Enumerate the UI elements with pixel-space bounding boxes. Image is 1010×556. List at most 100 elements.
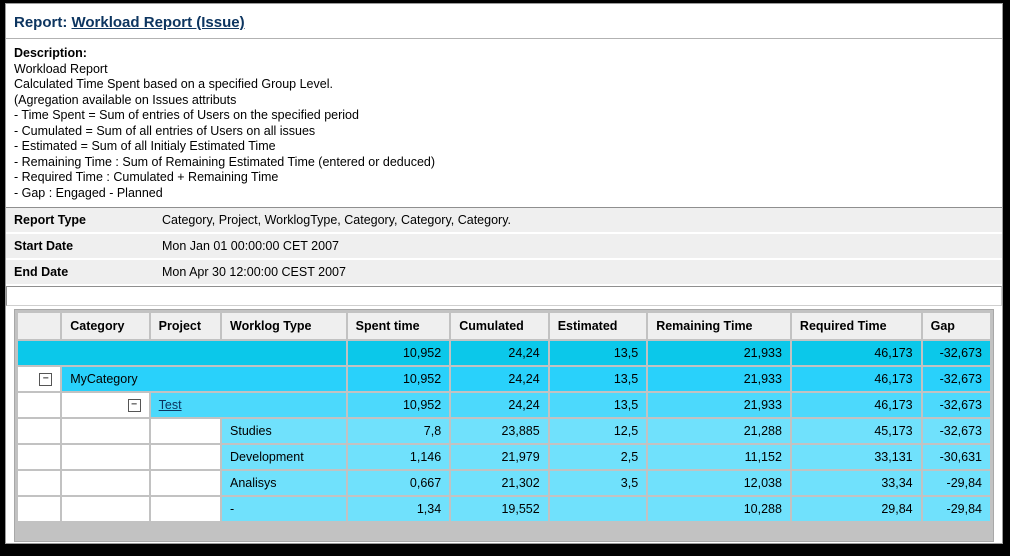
cell-cumulated: 21,979 (451, 445, 548, 469)
report-table-container: Category Project Worklog Type Spent time Cum… (14, 309, 994, 542)
meta-value: Mon Apr 30 12:00:00 CEST 2007 (162, 265, 346, 279)
cell-remaining-time: 11,152 (648, 445, 790, 469)
group-label-cell: Studies (222, 419, 346, 443)
cell-spent-time: 10,952 (347, 367, 450, 391)
table-row: Development 1,146 21,979 2,5 11,152 33,131 -30… (18, 445, 990, 469)
column-header-cumulated: Cumulated (451, 313, 548, 339)
description-line: - Cumulated = Sum of all entries of User… (14, 123, 316, 138)
tree-indent-cell (62, 497, 149, 521)
cell-gap: -32,673 (922, 419, 990, 443)
cell-remaining-time: 21,933 (648, 341, 790, 365)
tree-indent-cell (18, 497, 61, 521)
tree-indent-toggle-cell: − (18, 367, 61, 391)
column-header-worklog-type: Worklog Type (222, 313, 346, 339)
column-header-gap: Gap (922, 313, 990, 339)
meta-value: Mon Jan 01 00:00:00 CET 2007 (162, 239, 339, 253)
cell-estimated: 2,5 (549, 445, 647, 469)
description-heading: Description: (14, 46, 87, 60)
cell-cumulated: 23,885 (451, 419, 548, 443)
description-line: - Required Time : Cumulated + Remaining … (14, 170, 279, 184)
table-header-row: Category Project Worklog Type Spent time Cum… (18, 313, 990, 339)
group-label-cell: MyCategory (62, 367, 346, 391)
table-row: Analisys 0,667 21,302 3,5 12,038 33,34 -29,84 (18, 471, 990, 495)
cell-remaining-time: 21,288 (648, 419, 790, 443)
collapse-toggle-icon[interactable]: − (127, 399, 141, 413)
tree-indent-cell (62, 471, 149, 495)
description-line: - Remaining Time : Sum of Remaining Esti… (14, 154, 436, 169)
cell-required-time: 33,131 (791, 445, 921, 469)
cell-remaining-time: 21,933 (648, 393, 790, 417)
table-row: -1,34 19,552 10,288 29,84 -29,84 (18, 497, 990, 521)
column-header-remaining-time: Remaining Time (648, 313, 790, 339)
table-row: Studies 7,8 23,885 12,5 21,288 45,173 -32,673 (18, 419, 990, 443)
project-link[interactable]: Test (158, 398, 182, 412)
cell-required-time: 45,173 (791, 419, 921, 443)
cell-remaining-time: 21,933 (648, 367, 790, 391)
meta-row: Report Type Category, Project, WorklogTyp… (6, 208, 1002, 232)
cell-cumulated: 24,24 (451, 341, 548, 365)
cell-required-time: 33,34 (791, 471, 921, 495)
tree-indent-cell (62, 419, 149, 443)
description-line: Calculated Time Spent based on a specifi… (14, 77, 333, 91)
column-header-estimated: Estimated (549, 313, 647, 339)
report-title-prefix: Report: (14, 14, 68, 31)
tree-indent-cell (150, 471, 221, 495)
group-label-cell: Development (222, 445, 346, 469)
column-header-project: Project (150, 313, 221, 339)
cell-spent-time: 0,667 (347, 471, 450, 495)
cell-spent-time: 10,952 (347, 341, 450, 365)
cell-cumulated: 24,24 (451, 393, 548, 417)
cell-required-time: 46,173 (791, 341, 921, 365)
meta-label: Report Type (14, 213, 86, 227)
cell-estimated: 13,5 (549, 367, 647, 391)
empty-toolbar (6, 286, 1002, 306)
description-block: Description: Workload Report Calculated T… (6, 39, 1002, 207)
description-line: - Time Spent = Sum of entries of Users o… (14, 108, 359, 122)
cell-estimated: 13,5 (549, 341, 647, 365)
page-title: Report: Workload Report (Issue) (6, 4, 1002, 39)
cell-spent-time: 1,146 (347, 445, 450, 469)
cell-remaining-time: 12,038 (648, 471, 790, 495)
cell-estimated: 13,5 (549, 393, 647, 417)
table-row: − MyCategory 10,952 24,24 13,5 21,933 46,173 -3… (18, 367, 990, 391)
cell-gap: -29,84 (922, 497, 990, 521)
tree-indent-cell (18, 419, 61, 443)
cell-required-time: 46,173 (791, 367, 921, 391)
cell-estimated: 3,5 (549, 471, 647, 495)
cell-spent-time: 10,952 (347, 393, 450, 417)
tree-indent-cell (150, 419, 221, 443)
report-title-link[interactable]: Workload Report (Issue) (71, 14, 245, 31)
collapse-toggle-icon[interactable]: − (39, 373, 53, 387)
cell-gap: -32,673 (922, 393, 990, 417)
table-row: 10,952 24,24 13,5 21,933 46,173 -32,673 (18, 341, 990, 365)
cell-spent-time: 1,34 (347, 497, 450, 521)
description-line: - Estimated = Sum of all Initialy Estima… (14, 139, 276, 153)
report-page: Report: Workload Report (Issue) Descript… (5, 3, 1003, 544)
column-header-category: Category (62, 313, 149, 339)
column-header-spent-time: Spent time (347, 313, 450, 339)
tree-indent-cell (150, 497, 221, 521)
cell-cumulated: 19,552 (451, 497, 548, 521)
workload-table: Category Project Worklog Type Spent time Cum… (16, 311, 992, 523)
group-label-cell: - (222, 497, 346, 521)
description-line: (Agregation available on Issues attribut… (14, 92, 237, 107)
cell-gap: -29,84 (922, 471, 990, 495)
group-label-cell (18, 341, 346, 365)
tree-indent-toggle-cell: − (62, 393, 149, 417)
meta-value: Category, Project, WorklogType, Category… (162, 213, 511, 227)
cell-estimated: 12,5 (549, 419, 647, 443)
cell-cumulated: 21,302 (451, 471, 548, 495)
cell-gap: -30,631 (922, 445, 990, 469)
cell-gap: -32,673 (922, 367, 990, 391)
cell-gap: -32,673 (922, 341, 990, 365)
column-header-required-time: Required Time (791, 313, 921, 339)
column-header-expand (18, 313, 61, 339)
tree-indent-cell (18, 393, 61, 417)
cell-required-time: 46,173 (791, 393, 921, 417)
cell-spent-time: 7,8 (347, 419, 450, 443)
cell-remaining-time: 10,288 (648, 497, 790, 521)
cell-required-time: 29,84 (791, 497, 921, 521)
tree-indent-cell (18, 471, 61, 495)
cell-estimated (549, 497, 647, 521)
